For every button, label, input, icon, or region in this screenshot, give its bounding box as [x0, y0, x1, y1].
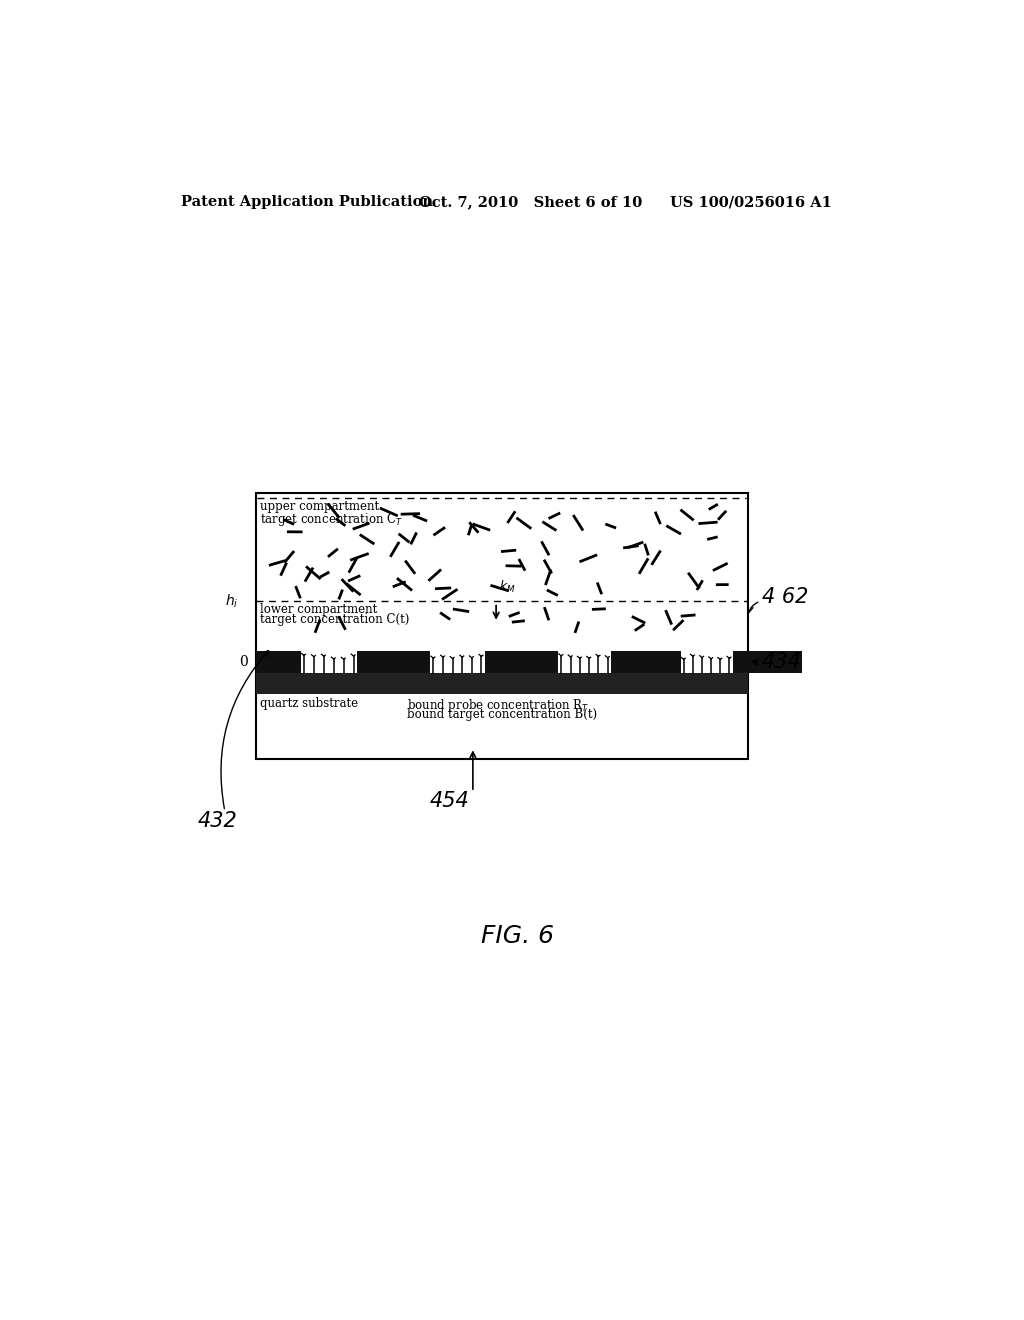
Text: US 100/0256016 A1: US 100/0256016 A1: [671, 195, 833, 210]
Text: bound target concentration B(t): bound target concentration B(t): [407, 708, 597, 721]
Text: 4 62: 4 62: [762, 587, 808, 607]
Bar: [732, 651, 802, 673]
Text: quartz substrate: quartz substrate: [260, 697, 357, 710]
Text: $k_M$: $k_M$: [500, 579, 516, 595]
Text: bound probe concentration R$_T$: bound probe concentration R$_T$: [407, 697, 590, 714]
Text: 454: 454: [430, 792, 469, 812]
Bar: [256, 673, 748, 693]
Text: Patent Application Publication: Patent Application Publication: [180, 195, 433, 210]
Text: lower compartment: lower compartment: [260, 603, 377, 616]
Text: 0: 0: [240, 655, 248, 669]
Text: $h_i$: $h_i$: [225, 593, 239, 610]
Bar: [611, 651, 681, 673]
Text: FIG. 6: FIG. 6: [480, 924, 554, 948]
Text: target concentration C$_T$: target concentration C$_T$: [260, 511, 403, 528]
Text: 434: 434: [762, 652, 802, 672]
Text: upper compartment: upper compartment: [260, 500, 379, 513]
Text: target concentration C(t): target concentration C(t): [260, 614, 410, 627]
Bar: [356, 651, 430, 673]
Text: Oct. 7, 2010   Sheet 6 of 10: Oct. 7, 2010 Sheet 6 of 10: [419, 195, 642, 210]
Bar: [484, 651, 558, 673]
Text: 432: 432: [198, 810, 238, 830]
Bar: [256, 494, 748, 759]
Bar: [256, 651, 301, 673]
